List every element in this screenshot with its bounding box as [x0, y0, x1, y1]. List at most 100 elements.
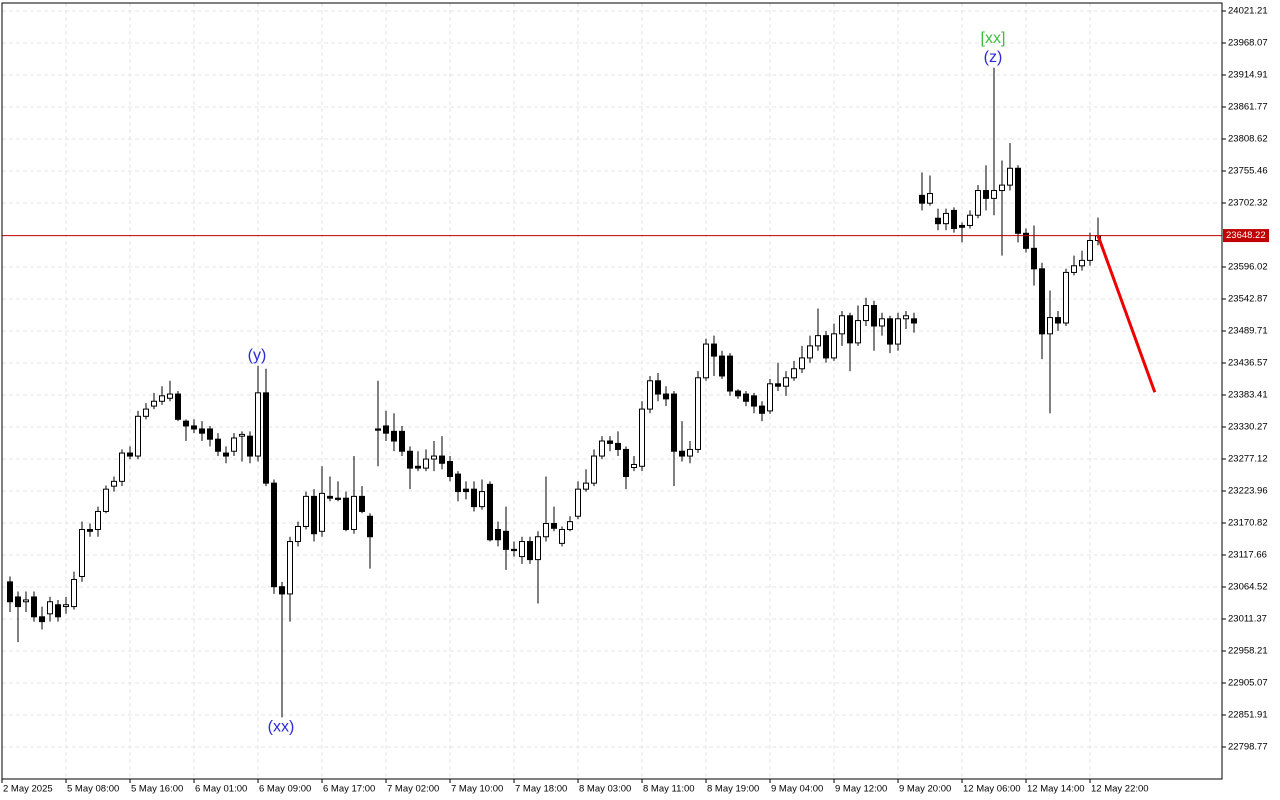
y-tick-label: 23064.52 — [1228, 582, 1268, 593]
x-tick-label: 8 May 03:00 — [579, 784, 631, 795]
candle-body — [599, 440, 605, 457]
candle-body — [311, 495, 317, 535]
wave-label: [xx] — [981, 30, 1006, 47]
candle-body — [575, 488, 581, 517]
x-tick-label: 5 May 16:00 — [131, 784, 183, 795]
x-tick-label: 9 May 12:00 — [835, 784, 887, 795]
candle-body — [863, 305, 869, 322]
axes: 24021.21 23968.07 23914.91 23861.77 23808.62… — [1, 6, 1269, 795]
candle-body — [279, 586, 285, 595]
candle-body — [903, 315, 909, 320]
candle-body — [807, 345, 813, 359]
candle-body — [631, 463, 637, 468]
candle-body — [927, 193, 933, 204]
y-tick-label: 23489.71 — [1228, 326, 1268, 337]
candle-body — [87, 529, 93, 532]
candle-body — [511, 548, 517, 552]
candle-body — [287, 541, 293, 595]
y-tick-label: 22958.21 — [1228, 646, 1268, 657]
y-tick-label: 22851.91 — [1228, 710, 1268, 721]
candle-body — [823, 335, 829, 359]
candle-body — [271, 482, 277, 588]
candle-body — [527, 541, 533, 561]
candle-body — [39, 616, 45, 623]
candle-body — [127, 452, 133, 457]
candle-body — [831, 333, 837, 359]
candle-body — [1015, 167, 1021, 234]
plot-frame — [1, 2, 1223, 780]
candle-body — [63, 604, 69, 608]
candle-body — [79, 529, 85, 577]
candle-body — [495, 529, 501, 541]
candle-body — [207, 428, 213, 440]
y-tick-label: 22905.07 — [1228, 678, 1268, 689]
candle-body — [607, 440, 613, 444]
y-tick-label: 23330.27 — [1228, 422, 1268, 433]
candle-body — [519, 541, 525, 558]
x-tick-label: 6 May 01:00 — [195, 784, 247, 795]
wave-label: (z) — [984, 49, 1003, 66]
candle-body — [871, 305, 877, 327]
y-tick-label: 23277.12 — [1228, 454, 1268, 465]
candle-body — [1071, 265, 1077, 273]
price-label-box — [1223, 229, 1269, 243]
candle-body — [735, 390, 741, 397]
candle-body — [95, 510, 101, 531]
candle-body — [703, 343, 709, 379]
candle-body — [951, 209, 957, 229]
candle-body — [335, 497, 341, 500]
candle-body — [655, 380, 661, 395]
candle-body — [7, 581, 13, 603]
overlays: (y) (xx) (z) [xx] — [2, 30, 1222, 736]
candle-body — [639, 408, 645, 467]
y-tick-label: 23702.32 — [1228, 198, 1268, 209]
y-tick-label: 23968.07 — [1228, 38, 1268, 49]
y-tick-label: 23011.37 — [1228, 614, 1267, 625]
candle-body — [303, 495, 309, 527]
x-tick-label: 9 May 04:00 — [771, 784, 823, 795]
y-tick-label: 24021.21 — [1228, 6, 1268, 17]
x-tick-label: 7 May 10:00 — [451, 784, 503, 795]
candle-body — [1039, 268, 1045, 335]
candle-body — [175, 393, 181, 420]
candle-body — [783, 377, 789, 387]
candle-body — [1031, 247, 1037, 270]
candle-body — [1047, 317, 1053, 335]
candle-body — [503, 530, 509, 550]
candle-body — [759, 405, 765, 414]
candle-body — [535, 536, 541, 561]
candle-body — [447, 460, 453, 478]
candle-body — [487, 483, 493, 541]
x-tick-label: 12 May 06:00 — [963, 784, 1021, 795]
candle-body — [975, 190, 981, 216]
candle-body — [839, 315, 845, 335]
y-tick-label: 23542.87 — [1228, 294, 1268, 305]
candle-body — [855, 320, 861, 344]
candle-body — [919, 194, 925, 204]
candle-body — [551, 522, 557, 529]
candle-body — [351, 495, 357, 531]
x-tick-label: 12 May 14:00 — [1027, 784, 1085, 795]
candle-body — [847, 315, 853, 344]
candle-body — [879, 318, 885, 327]
candle-body — [591, 455, 597, 484]
y-tick-label: 23170.82 — [1228, 518, 1268, 529]
candle-body — [911, 318, 917, 324]
candle-body — [567, 521, 573, 531]
candle-body — [199, 428, 205, 434]
candle-body — [615, 442, 621, 450]
candle-body — [1087, 240, 1093, 261]
y-tick-label: 23755.46 — [1228, 166, 1268, 177]
grid — [1, 3, 1222, 779]
candle-body — [991, 190, 997, 199]
candle-body — [455, 473, 461, 493]
candle-body — [295, 525, 301, 543]
candle-body — [135, 415, 141, 457]
candle-body — [143, 408, 149, 417]
candle-body — [431, 455, 437, 460]
x-tick-label: 2 May 2025 — [3, 784, 53, 795]
candle-body — [255, 392, 261, 457]
x-tick-label: 5 May 08:00 — [67, 784, 119, 795]
